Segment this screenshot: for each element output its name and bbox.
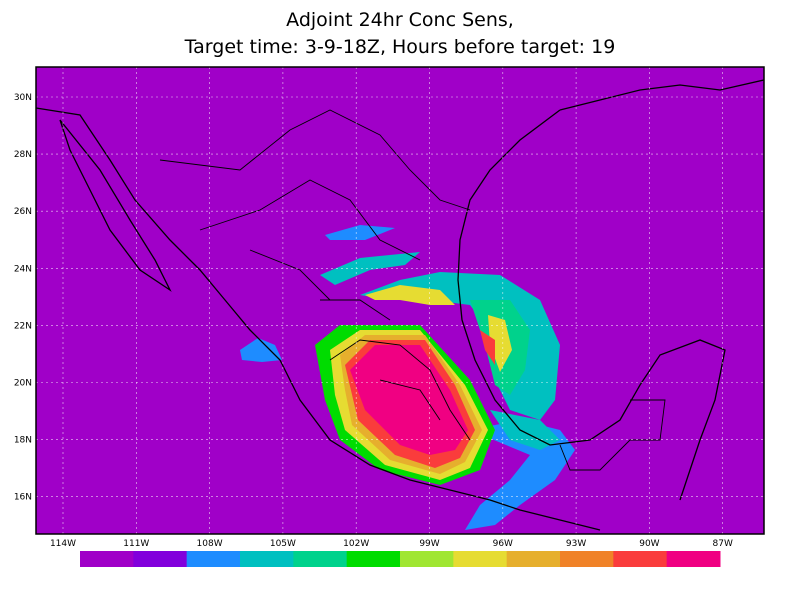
- lat-label: 28N: [14, 150, 32, 160]
- field-blob: [240, 338, 282, 362]
- field-blob: [320, 252, 420, 285]
- lon-label: 114W: [50, 539, 76, 549]
- lon-label: 96W: [493, 539, 513, 549]
- graticule: [36, 67, 764, 534]
- colorbar-swatch: [666, 551, 721, 567]
- state-border: [199, 179, 471, 441]
- lon-label: 93W: [566, 539, 586, 549]
- lon-label: 108W: [197, 539, 223, 549]
- field-blob: [465, 420, 575, 530]
- colorbar-swatch: [400, 551, 454, 567]
- lat-label: 18N: [14, 436, 32, 446]
- colorbar-swatch: [613, 551, 668, 567]
- title-line: Target time: 3-9-18Z, Hours before targe…: [184, 36, 616, 58]
- field-blob: [365, 285, 455, 305]
- country-border: [159, 109, 471, 211]
- lon-label: 111W: [123, 539, 149, 549]
- field-blob: [350, 345, 468, 455]
- axis-labels: 30N 28N 26N 24N 22N 20N 18N 16N 114W 111W 108W 105W…: [14, 93, 733, 549]
- lat-label: 24N: [14, 264, 32, 274]
- field-blob: [480, 330, 495, 365]
- coastline: [457, 109, 726, 501]
- title-line: Adjoint 24hr Conc Sens,: [286, 9, 514, 31]
- lon-label: 105W: [270, 539, 296, 549]
- lon-label: 90W: [639, 539, 659, 549]
- lat-label: 30N: [14, 93, 32, 103]
- coastline: [59, 119, 172, 292]
- colorbar-swatch: [453, 551, 508, 567]
- field-blob: [490, 410, 560, 450]
- colorbar-swatch: [506, 551, 561, 567]
- colorbar-swatch: [186, 551, 241, 567]
- field-blob: [325, 225, 395, 240]
- sensitivity-field: [36, 79, 764, 531]
- country-border: [559, 399, 666, 471]
- colorbar-swatch: [240, 551, 294, 567]
- colorbar-swatch: [560, 551, 614, 567]
- lat-label: 16N: [14, 493, 32, 503]
- lat-label: 20N: [14, 379, 32, 389]
- colorbar: [80, 551, 721, 567]
- coastline: [559, 79, 764, 111]
- colorbar-swatch: [80, 551, 134, 567]
- lat-label: 26N: [14, 207, 32, 217]
- lon-label: 102W: [343, 539, 369, 549]
- lon-label: 87W: [713, 539, 733, 549]
- coastline: [36, 107, 601, 531]
- lon-label: 99W: [419, 539, 439, 549]
- lat-label: 22N: [14, 321, 32, 331]
- colorbar-swatch: [133, 551, 188, 567]
- colorbar-swatch: [293, 551, 348, 567]
- field-blob: [488, 315, 512, 372]
- map-frame: [35, 66, 765, 535]
- colorbar-swatch: [346, 551, 401, 567]
